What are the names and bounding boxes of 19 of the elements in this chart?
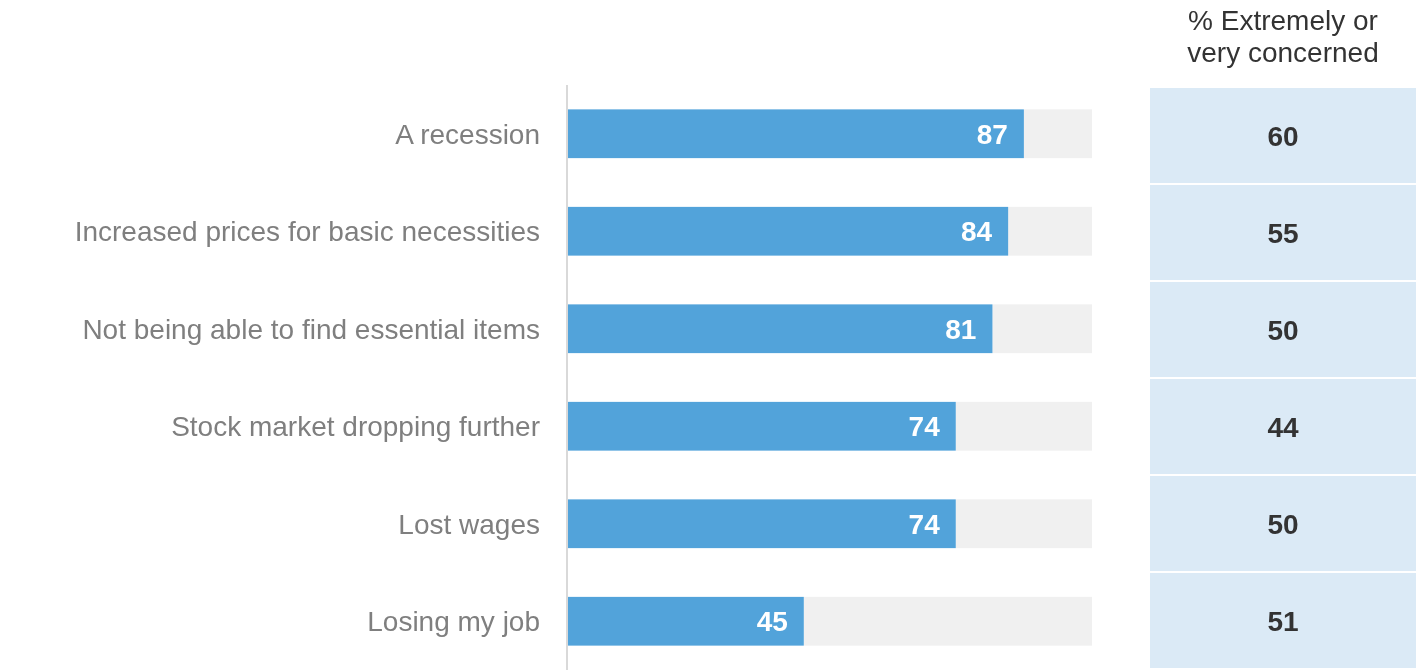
data-label: 84 <box>961 216 993 248</box>
data-label: 51 <box>1267 606 1299 638</box>
data-label: 50 <box>1267 509 1299 541</box>
y-tick-label: Losing my job <box>367 606 540 638</box>
y-tick-label: Not being able to find essential items <box>82 313 540 345</box>
text: % Extremely or very concerned <box>1187 5 1379 68</box>
data-label: 60 <box>1267 121 1299 153</box>
y-tick-label: A recession <box>395 118 540 150</box>
data-label: 50 <box>1267 315 1299 347</box>
y-tick-label: Increased prices for basic necessities <box>74 216 540 248</box>
data-label: 55 <box>1267 218 1299 250</box>
data-label: 74 <box>908 508 941 540</box>
y-tick-label: Stock market dropping further <box>171 411 540 443</box>
data-label: 87 <box>976 118 1008 150</box>
data-label: 45 <box>756 606 788 638</box>
data-label: 81 <box>945 313 977 345</box>
y-tick-label: Lost wages <box>398 508 540 540</box>
data-label: 44 <box>1267 412 1299 444</box>
data-label: 74 <box>908 411 941 443</box>
